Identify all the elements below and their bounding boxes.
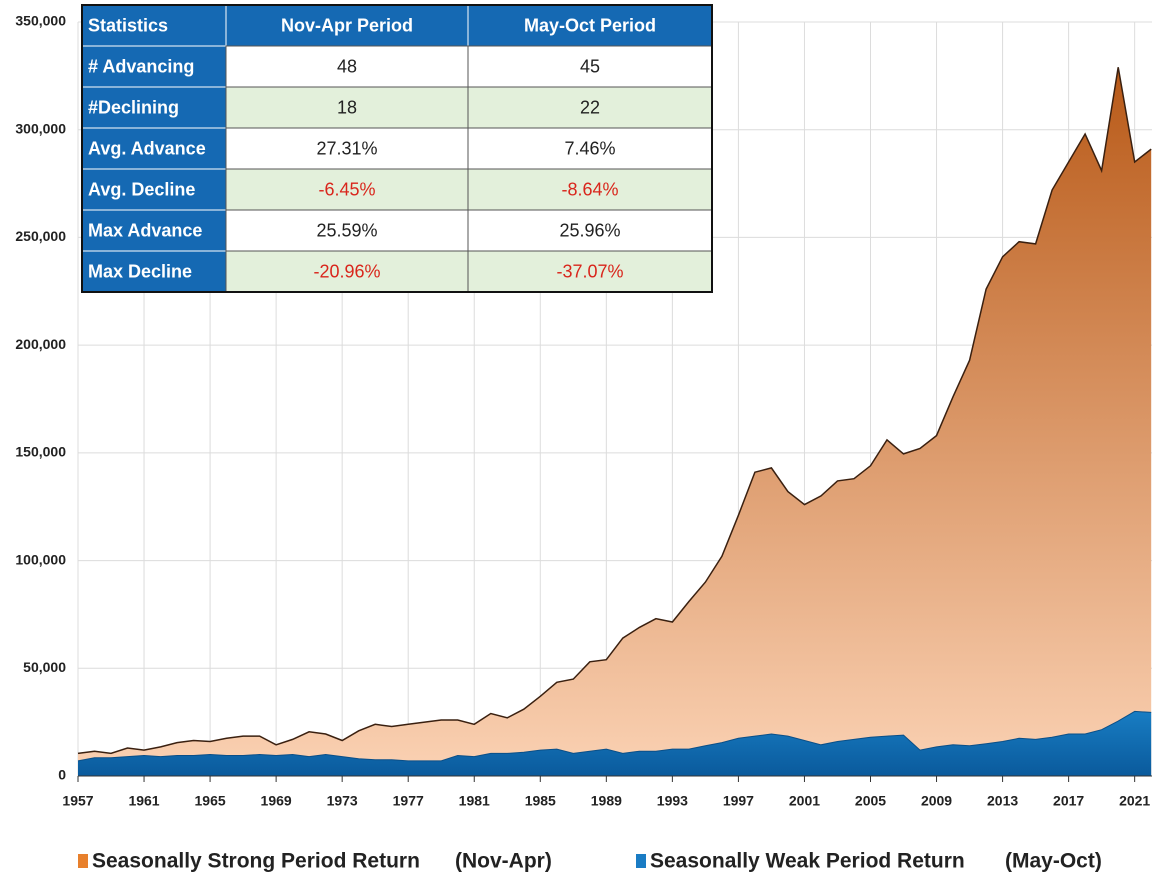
area-outline	[77, 67, 1152, 755]
table-cell	[467, 250, 713, 293]
x-tick-label: 2005	[855, 793, 886, 809]
x-tick-label: 1985	[525, 793, 556, 809]
table-border	[81, 4, 713, 293]
x-tick-label: 2009	[921, 793, 952, 809]
table-cell	[81, 127, 227, 170]
legend-swatch	[78, 854, 88, 868]
y-tick-label: 200,000	[15, 336, 66, 352]
table-cell	[225, 168, 469, 211]
table-header-cell	[467, 4, 713, 47]
table-value: -6.45%	[318, 179, 375, 199]
x-tick-label: 1997	[723, 793, 754, 809]
table-value: 7.46%	[564, 138, 615, 158]
table-cell	[81, 250, 227, 293]
legend-period: (May-Oct)	[1005, 850, 1102, 873]
table-value: -37.07%	[556, 261, 623, 281]
x-tick-label: 1977	[393, 793, 424, 809]
table-row-label: # Advancing	[88, 56, 194, 76]
stats-table: Statistics Nov-Apr Period May-Oct Period # …	[81, 4, 713, 293]
x-tick-label: 1961	[128, 793, 159, 809]
y-tick-label: 300,000	[15, 120, 66, 136]
table-cell	[225, 45, 469, 88]
table-cell	[467, 127, 713, 170]
table-cell	[225, 86, 469, 129]
legend-swatch	[636, 854, 646, 868]
table-header-cell	[225, 4, 469, 47]
table-row-label: Max Advance	[88, 220, 202, 240]
x-tick-label: 1981	[459, 793, 490, 809]
x-tick-label: 2017	[1053, 793, 1084, 809]
table-row-label: Avg. Advance	[88, 138, 206, 158]
table-value: 25.59%	[316, 220, 377, 240]
y-tick-label: 250,000	[15, 228, 66, 244]
table-cell	[81, 168, 227, 211]
x-tick-label: 1989	[591, 793, 622, 809]
x-tick-label: 1969	[261, 793, 292, 809]
x-tick-label: 2001	[789, 793, 820, 809]
area	[78, 67, 1152, 776]
table-value: 45	[580, 56, 600, 76]
area	[78, 711, 1152, 776]
table-row-label: Max Decline	[88, 261, 192, 281]
table-cell	[467, 45, 713, 88]
table-header: Nov-Apr Period	[281, 15, 413, 35]
x-tick-label: 1973	[327, 793, 358, 809]
table-value: -20.96%	[313, 261, 380, 281]
x-tick-label: 1957	[62, 793, 93, 809]
table-value: 22	[580, 97, 600, 117]
x-tick-label: 1965	[195, 793, 226, 809]
table-value: -8.64%	[561, 179, 618, 199]
legend-label: Seasonally Weak Period Return	[650, 850, 965, 873]
x-tick-label: 2021	[1119, 793, 1150, 809]
table-header: May-Oct Period	[524, 15, 656, 35]
table-value: 18	[337, 97, 357, 117]
y-tick-label: 150,000	[15, 444, 66, 460]
legend-label: Seasonally Strong Period Return	[92, 850, 420, 873]
table-row-label: Avg. Decline	[88, 179, 195, 199]
y-tick-label: 50,000	[23, 659, 66, 675]
y-tick-label: 100,000	[15, 551, 66, 567]
table-cell	[81, 86, 227, 129]
table-header: Statistics	[88, 15, 168, 35]
table-cell	[225, 127, 469, 170]
table-row-label: #Declining	[88, 97, 179, 117]
table-value: 27.31%	[316, 138, 377, 158]
y-tick-label: 0	[58, 767, 66, 783]
table-cell	[81, 45, 227, 88]
x-tick-label: 2013	[987, 793, 1018, 809]
area-outline	[77, 710, 1152, 762]
table-value: 48	[337, 56, 357, 76]
y-tick-label: 350,000	[15, 13, 66, 29]
table-value: 25.96%	[559, 220, 620, 240]
legend-period: (Nov-Apr)	[455, 850, 552, 873]
x-tick-label: 1993	[657, 793, 688, 809]
